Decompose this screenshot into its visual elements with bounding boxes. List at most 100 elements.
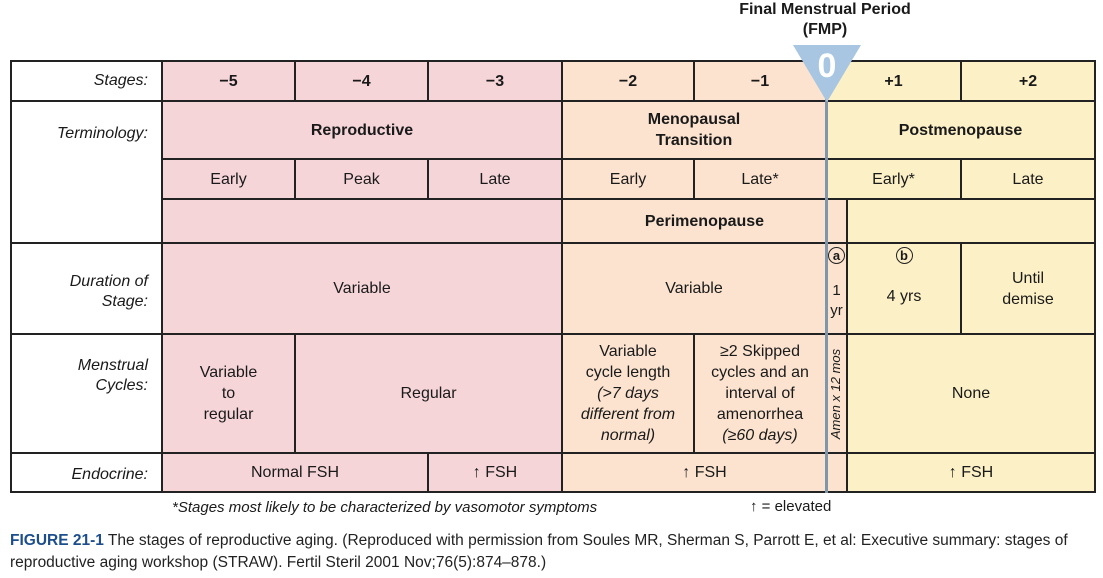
perimenopause-empty-post <box>847 199 1095 243</box>
menstrual-minus2-line1: Variable <box>599 343 657 360</box>
label-menstrual: Menstrual Cycles: <box>10 334 162 396</box>
menstrual-minus5-line3: regular <box>203 406 254 423</box>
menstrual-amen-cell: Amen x 12 mos <box>826 334 847 453</box>
table-border-right <box>1094 60 1096 493</box>
duration-reproductive: Variable <box>162 243 562 334</box>
endocrine-transition: ↑ FSH <box>562 453 847 492</box>
term-reproductive: Reproductive <box>162 101 562 159</box>
term-transition-line1: Menopausal <box>647 111 741 128</box>
footnote-vasomotor: *Stages most likely to be characterized … <box>172 499 598 516</box>
stage-minus1: −1 <box>694 61 826 101</box>
menstrual-regular: Regular <box>295 334 562 453</box>
duration-b-cell: b 4 yrs <box>847 243 961 334</box>
menstrual-minus5-line1: Variable <box>199 364 258 381</box>
menstrual-minus1-line4: amenorrhea <box>716 406 804 423</box>
substage-late-repro: Late <box>428 159 562 199</box>
footnote-elevated: ↑ = elevated <box>750 498 832 515</box>
substage-early-post: Early* <box>826 159 961 199</box>
figure-label: FIGURE 21-1 <box>10 532 104 549</box>
duration-plus2: Until demise <box>961 243 1095 334</box>
perimenopause-cell: Perimenopause <box>562 199 847 243</box>
vline-minus3-endocrine <box>427 452 429 493</box>
hline-stages <box>10 100 1096 102</box>
label-menstrual-line1: Menstrual <box>77 357 148 374</box>
menstrual-minus2: Variable cycle length (>7 days different… <box>562 334 694 453</box>
vline-minus1-sub <box>693 158 695 199</box>
vline-plus2-sub <box>960 158 962 199</box>
menstrual-minus1-line5: (≥60 days) <box>722 427 798 444</box>
substage-early-transition: Early <box>562 159 694 199</box>
label-duration-line2: Stage: <box>101 293 148 310</box>
vline-minus4-stage <box>294 60 296 101</box>
fmp-zero: 0 <box>817 47 837 85</box>
stage-minus2: −2 <box>562 61 694 101</box>
term-postmenopause: Postmenopause <box>826 101 1095 159</box>
hline-menstrual <box>10 452 1096 454</box>
vline-minus1-stage <box>693 60 695 101</box>
substage-late-transition: Late* <box>694 159 826 199</box>
table-border-bottom <box>10 491 1096 493</box>
duration-a-cell: a 1 yr <box>826 243 847 334</box>
endocrine-post: ↑ FSH <box>847 453 1095 492</box>
menstrual-minus2-line2: cycle length <box>585 364 671 381</box>
duration-a-line2: yr <box>830 302 843 319</box>
label-duration-line1: Duration of <box>69 273 148 290</box>
term-transition-line2: Transition <box>655 132 733 149</box>
menstrual-minus1-line1: ≥2 Skipped <box>720 343 800 360</box>
duration-plus2-line1: Until <box>1011 269 1044 287</box>
duration-plus2-line2: demise <box>1002 290 1054 308</box>
substage-early-repro: Early <box>162 159 295 199</box>
hline-duration <box>10 333 1096 335</box>
table-border-top <box>10 60 1096 62</box>
term-transition: Menopausal Transition <box>562 101 826 159</box>
menstrual-minus2-line5: normal) <box>600 427 656 444</box>
menstrual-minus5: Variable to regular <box>162 334 295 453</box>
label-stages: Stages: <box>93 72 148 89</box>
vline-minus4-sub <box>294 158 296 199</box>
endocrine-minus3: ↑ FSH <box>428 453 562 492</box>
substage-late-post: Late <box>961 159 1095 199</box>
figure-caption-text: The stages of reproductive aging. (Repro… <box>10 532 1068 571</box>
label-duration: Duration of Stage: <box>10 243 162 312</box>
vline-plus2-duration <box>960 242 962 334</box>
hline-terminology <box>162 158 1096 160</box>
menstrual-minus1-line3: interval of <box>725 385 795 402</box>
table-border-left <box>10 60 12 493</box>
fmp-marker-icon <box>793 45 861 102</box>
a-circle-icon: a <box>828 247 845 264</box>
menstrual-minus1-line2: cycles and an <box>711 364 809 381</box>
label-menstrual-line2: Cycles: <box>95 377 148 394</box>
stage-plus2: +2 <box>961 61 1095 101</box>
vline-minus3-sub <box>427 158 429 199</box>
fmp-abbr: (FMP) <box>802 21 848 38</box>
perimenopause-empty-repro <box>162 199 562 243</box>
hline-substages <box>10 242 1096 244</box>
vline-labels <box>161 60 163 493</box>
substage-peak: Peak <box>295 159 428 199</box>
menstrual-post: None <box>847 334 1095 453</box>
vline-minus3-stage <box>427 60 429 101</box>
fmp-title: Final Menstrual Period <box>739 1 911 18</box>
menstrual-minus1: ≥2 Skipped cycles and an interval of ame… <box>694 334 826 453</box>
menstrual-minus2-line3: (>7 days <box>597 385 659 402</box>
duration-transition: Variable <box>562 243 826 334</box>
vline-minus1-menstrual <box>693 333 695 453</box>
fmp-line <box>825 60 828 493</box>
duration-a-line1: 1 <box>832 282 841 299</box>
figure-caption: FIGURE 21-1 The stages of reproductive a… <box>10 530 1095 574</box>
vline-perimenopause-end <box>846 198 848 493</box>
b-circle-icon: b <box>895 247 913 264</box>
stage-minus5: −5 <box>162 61 295 101</box>
duration-b-value: 4 yrs <box>886 288 922 305</box>
hline-substage-bottom <box>162 198 1096 200</box>
menstrual-amen: Amen x 12 mos <box>828 348 844 439</box>
stage-minus4: −4 <box>295 61 428 101</box>
menstrual-minus5-line2: to <box>221 385 236 402</box>
endocrine-normal: Normal FSH <box>162 453 428 492</box>
stage-minus3: −3 <box>428 61 562 101</box>
vline-transition <box>561 60 563 493</box>
vline-plus2-stage <box>960 60 962 101</box>
label-terminology: Terminology: <box>56 125 148 142</box>
vline-minus4-menstrual <box>294 333 296 453</box>
menstrual-minus2-line4: different from <box>580 406 676 423</box>
